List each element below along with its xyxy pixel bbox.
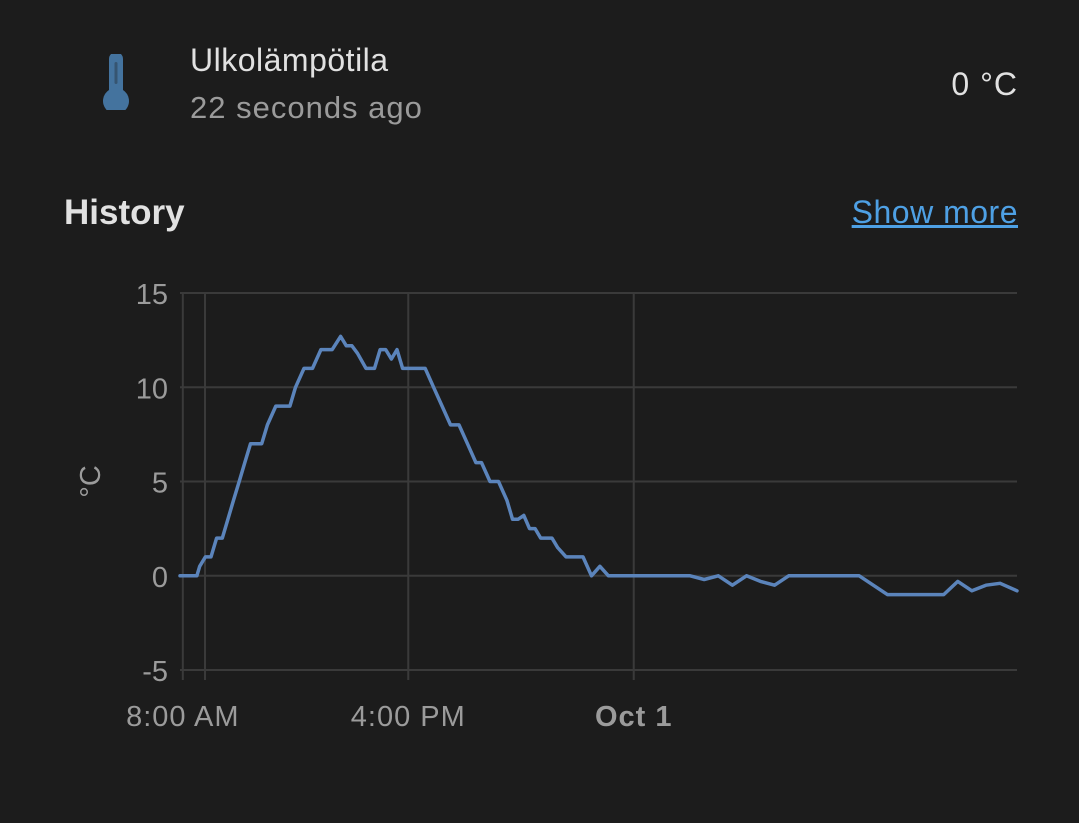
y-tick-label: 0 [152,562,168,594]
show-more-link[interactable]: Show more [851,194,1018,230]
history-chart[interactable]: 15 10 5 0 -5 8:00 AM 4:00 PM Oct 1 °C [0,260,1079,760]
thermometer-icon [103,54,129,110]
y-tick-label: 15 [136,279,168,311]
entity-name: Ulkolämpötila [190,42,389,78]
last-changed-time: 22 seconds ago [190,90,423,125]
entity-state-value: 0 °C [951,66,1018,102]
x-tick-label: Oct 1 [595,701,673,733]
y-axis-label: °C [75,465,107,498]
temperature-line [178,334,1019,597]
y-tick-label: -5 [142,656,168,688]
x-tick-label: 4:00 PM [351,701,466,733]
y-tick-label: 10 [136,373,168,405]
entity-row[interactable]: Ulkolämpötila 22 seconds ago 0 °C [0,0,1079,150]
x-tick-label: 8:00 AM [126,701,239,733]
y-tick-label: 5 [152,468,168,500]
history-heading: History [64,193,185,232]
